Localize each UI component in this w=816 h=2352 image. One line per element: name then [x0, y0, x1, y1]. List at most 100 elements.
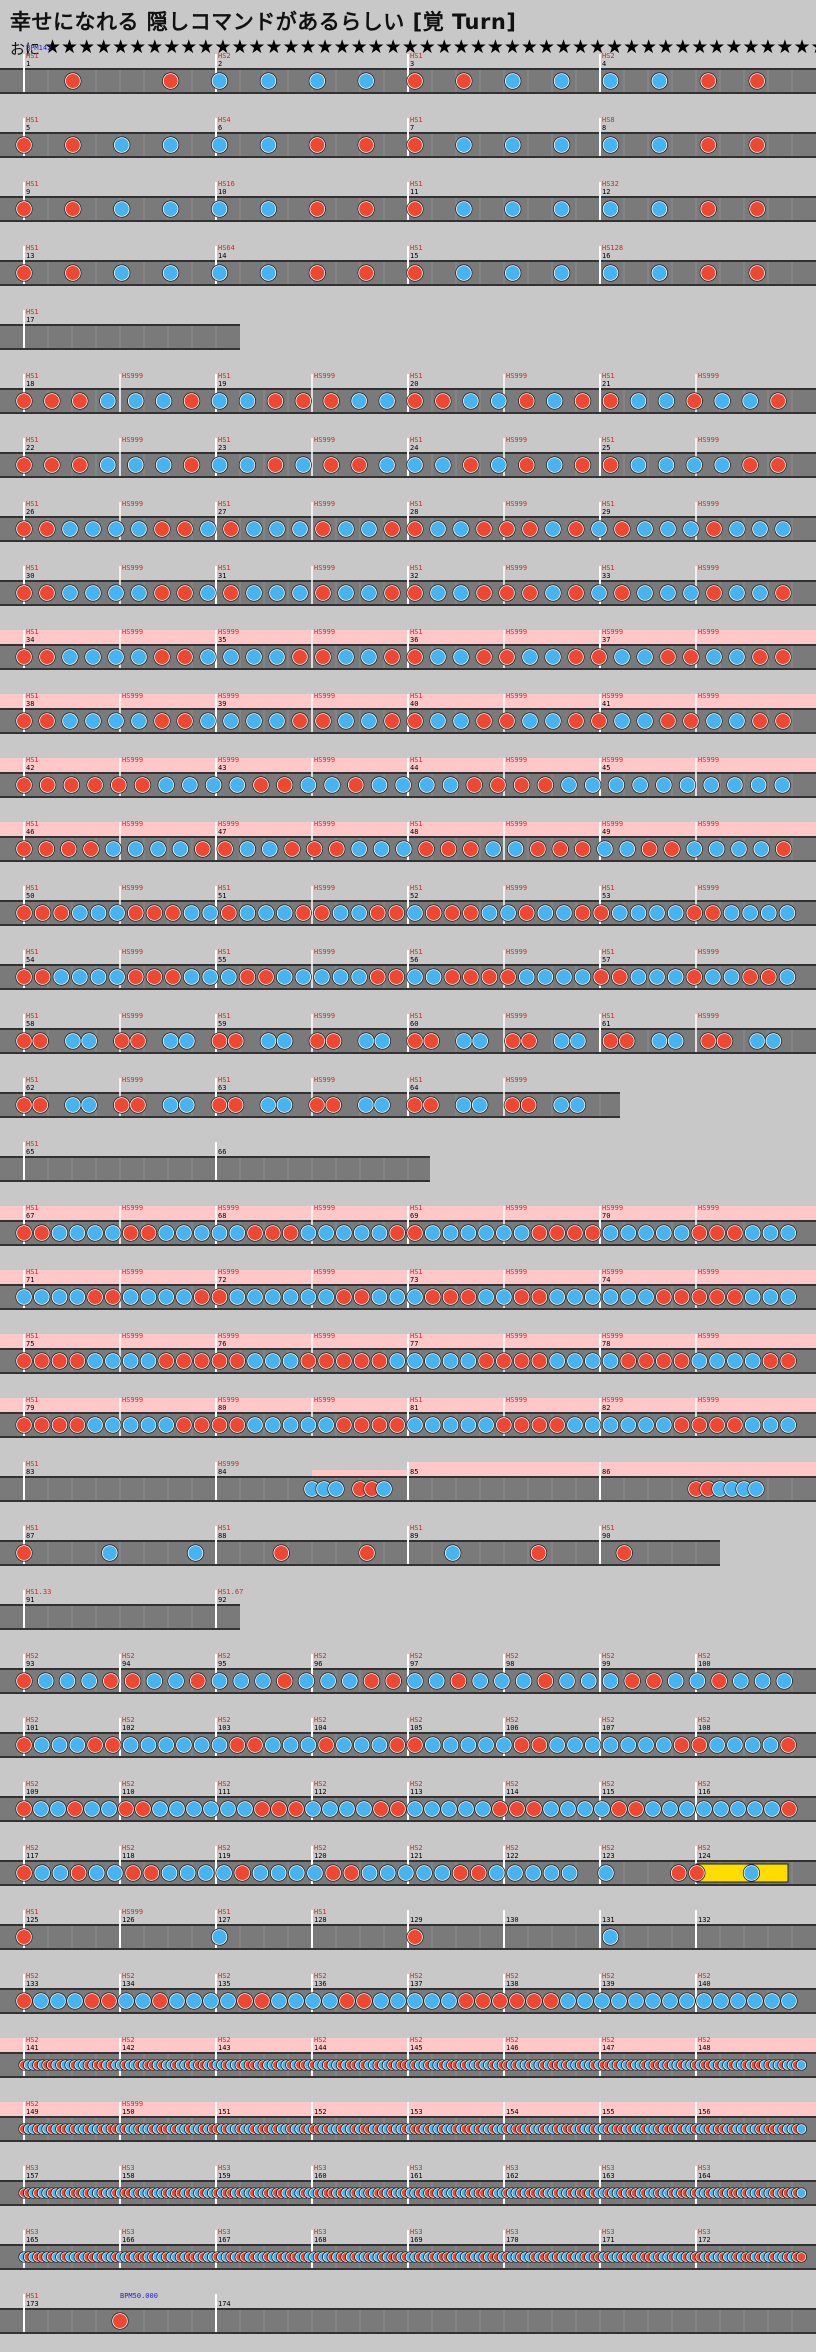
ka-note-face [408, 1290, 422, 1304]
don-note-face [17, 1802, 31, 1816]
ka-note-face [763, 1290, 778, 1304]
ka-note-face [396, 842, 411, 856]
don-note-face [141, 1226, 156, 1240]
don-note-face [701, 138, 716, 152]
don-note-face [277, 778, 292, 792]
scroll-label: HS999 [698, 564, 719, 572]
measure-number: 173 [26, 2300, 39, 2308]
scroll-label: HS1 [26, 1268, 39, 1276]
ka-note-face [461, 1354, 476, 1368]
ka-note-face [766, 1034, 781, 1048]
measure-number: 18 [26, 380, 34, 388]
ka-note-face [253, 1866, 268, 1880]
don-note-face [54, 906, 69, 920]
ka-note-face [159, 1226, 174, 1240]
ka-note-face [272, 1994, 286, 2008]
scroll-label: HS999 [122, 1076, 143, 1084]
ka-note-face [339, 714, 353, 728]
don-note-face [408, 522, 422, 536]
don-note-face [238, 1994, 252, 2008]
don-note-face [248, 1226, 263, 1240]
ka-note-face [306, 1802, 320, 1816]
don-note-face [17, 586, 31, 600]
ka-note-face [442, 1802, 456, 1816]
don-note-face [585, 1226, 600, 1240]
scroll-label: HS1 [410, 628, 423, 636]
scroll-label: HS2 [698, 1652, 711, 1660]
ka-note-face [730, 586, 744, 600]
don-note-face [538, 1674, 553, 1688]
ka-note-face [34, 1290, 49, 1304]
don-note-face [550, 1418, 565, 1432]
don-note-face [228, 1034, 243, 1048]
ka-note-face [714, 1802, 728, 1816]
ka-note-face [362, 522, 376, 536]
ka-note-face [212, 1930, 227, 1944]
don-note-face [615, 586, 629, 600]
ka-note-face [204, 1994, 218, 2008]
don-note-face [674, 1354, 689, 1368]
don-note-face [519, 394, 534, 408]
scroll-label: HS1 [26, 692, 39, 700]
ka-note-face [188, 1546, 203, 1560]
ka-note-face [359, 1034, 374, 1048]
ka-note-face [187, 1802, 201, 1816]
measure-number: 148 [698, 2044, 711, 2052]
don-note-face [674, 1738, 689, 1752]
ka-note-face [339, 522, 353, 536]
measure-number: 88 [218, 1532, 226, 1540]
don-note-face [17, 1738, 31, 1752]
don-note-face [212, 1354, 227, 1368]
ka-note-face [265, 1738, 280, 1752]
ka-note-face [743, 394, 758, 408]
measure-number: 11 [410, 188, 418, 196]
ka-note-face [473, 1674, 488, 1688]
scroll-label: HS999 [314, 500, 335, 508]
ka-note-face [561, 1994, 575, 2008]
don-note-face [194, 1290, 209, 1304]
ka-note-face [443, 1418, 458, 1432]
don-note-face [763, 1354, 778, 1368]
scroll-label: HS2 [218, 1844, 231, 1852]
don-note-face [408, 138, 422, 152]
don-note-face [176, 1418, 191, 1432]
measure-number: 66 [218, 1148, 226, 1156]
ka-note-face [408, 970, 422, 984]
scroll-label: HS1 [26, 1396, 39, 1404]
ka-note-face [710, 1738, 725, 1752]
ka-note-face [680, 1994, 694, 2008]
don-note-face [656, 1354, 671, 1368]
don-note-face [17, 266, 31, 280]
ka-note-face [425, 1802, 439, 1816]
ka-note-face [461, 1418, 476, 1432]
don-note-face [17, 1546, 31, 1560]
ka-note-face [633, 778, 648, 792]
scroll-label: HS3 [218, 2164, 231, 2172]
measure-number: 10 [218, 188, 226, 196]
measure-number: 145 [410, 2044, 423, 2052]
scroll-label: HS1 [602, 436, 615, 444]
don-note-face [689, 1482, 703, 1496]
ka-note-face [53, 1866, 68, 1880]
don-note-face [451, 1674, 466, 1688]
scroll-label: HS999 [698, 436, 719, 444]
don-note-face [385, 650, 399, 664]
ka-note-face [70, 1226, 85, 1240]
don-note-face [771, 394, 786, 408]
don-note-face [310, 202, 325, 216]
don-note-face [135, 778, 150, 792]
scroll-label: HS1 [26, 628, 39, 636]
gogo-band [312, 1470, 408, 1478]
don-note-face [408, 586, 422, 600]
measure-number: 32 [410, 572, 418, 580]
scroll-label: HS1 [26, 244, 39, 252]
ka-note-face [391, 1994, 405, 2008]
ka-note-face [755, 1674, 770, 1688]
don-note-face [365, 1482, 379, 1496]
don-note-face [500, 522, 514, 536]
scroll-label: HS2 [122, 1844, 135, 1852]
ka-note-face [176, 1738, 191, 1752]
scroll-label: HS999 [506, 884, 527, 892]
scroll-label: HS999 [314, 436, 335, 444]
scroll-label: HS2 [26, 2100, 39, 2108]
